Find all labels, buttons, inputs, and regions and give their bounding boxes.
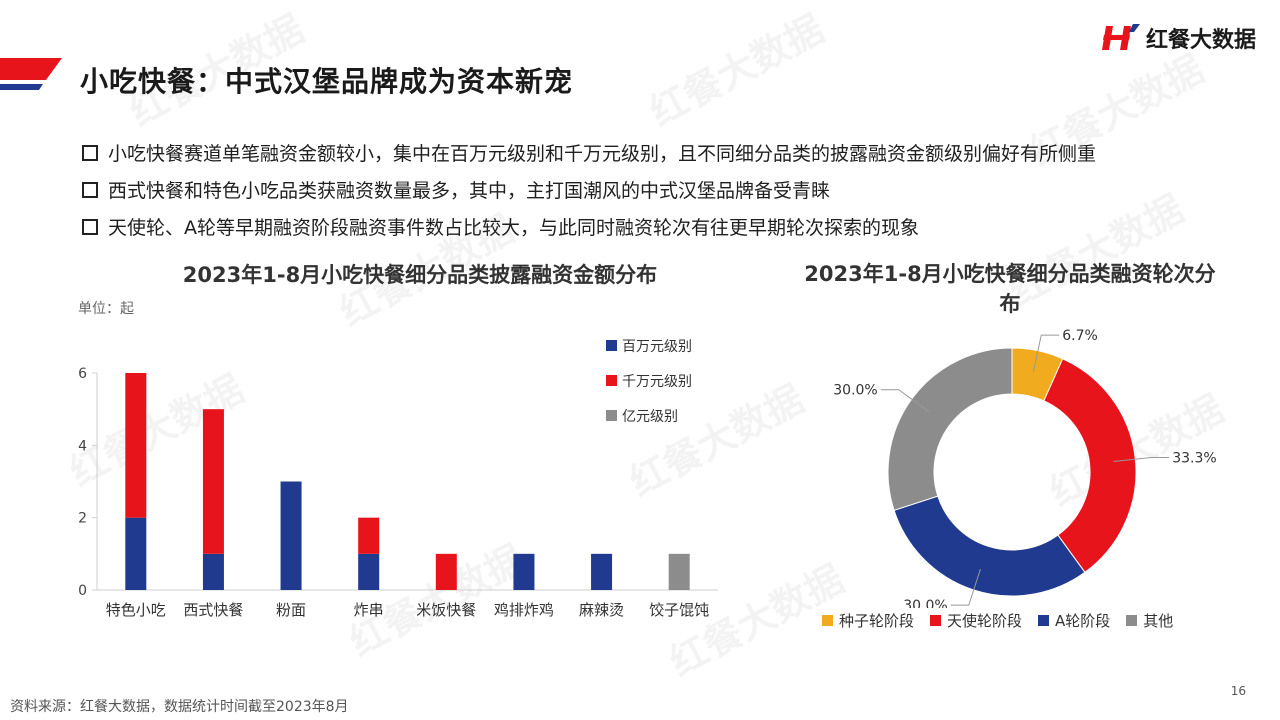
bar-segment [358,553,380,590]
bar-segment [668,553,690,590]
y-tick-label: 4 [78,438,87,454]
legend-swatch [822,615,833,626]
checkbox-square-icon [82,181,98,198]
bar-segment [125,517,147,590]
x-tick-label: 饺子馄饨 [649,601,709,619]
legend-item: 天使轮阶段 [930,610,1022,631]
legend-label: 天使轮阶段 [947,612,1023,630]
x-tick-label: 麻辣烫 [579,601,624,619]
header-accent-bars [0,58,62,90]
legend-label: 千万元级别 [622,374,692,390]
bar-segment [125,373,147,518]
bar-segment [280,481,302,590]
checkbox-square-icon [82,144,98,161]
pie-chart: 6.7% 33.3% 30.0% 30.0% [833,328,1216,608]
bar-segment [513,553,535,590]
pie-chart-title: 2023年1-8月小吃快餐细分品类融资轮次分布 [804,262,1216,316]
page-title: 小吃快餐：中式汉堡品牌成为资本新宠 [80,65,574,98]
y-tick-label: 6 [78,366,87,382]
legend-label: 其他 [1143,612,1174,630]
x-tick-label: 鸡排炸鸡 [494,601,554,619]
legend-label: A轮阶段 [1055,612,1111,630]
bullet-text: 小吃快餐赛道单笔融资金额较小，集中在百万元级别和千万元级别，且不同细分品类的披露… [108,143,1097,165]
leader-line [880,389,930,413]
legend-label: 百万元级别 [622,339,692,355]
pie-data-label: 33.3% [1172,451,1216,467]
legend-item: A轮阶段 [1038,610,1110,631]
y-tick-label: 0 [78,583,87,599]
legend-swatch [606,410,617,421]
pie-data-label: 30.0% [903,598,947,608]
bullet-item: 天使轮、A轮等早期融资阶段融资事件数占比较大，与此同时融资轮次有往更早期轮次探索… [82,208,1096,245]
legend-label: 亿元级别 [622,409,678,425]
pie-slice [893,495,1086,597]
legend-swatch [1038,615,1050,626]
x-tick-label: 西式快餐 [183,601,243,619]
legend-swatch [606,340,617,351]
brand-logo-icon [1101,24,1140,50]
checkbox-square-icon [82,218,98,235]
bullet-text: 天使轮、A轮等早期融资阶段融资事件数占比较大，与此同时融资轮次有往更早期轮次探索… [108,217,920,239]
bar-segment [202,553,224,590]
leader-line [1113,457,1170,462]
unit-label: 单位：起 [78,301,134,317]
legend-swatch [606,375,617,386]
x-tick-label: 炸串 [354,601,384,619]
x-tick-label: 特色小吃 [106,601,166,619]
x-tick-label: 粉面 [276,601,306,619]
pie-slice [1043,358,1137,574]
legend-item: 其他 [1126,610,1173,631]
leader-line [950,568,981,606]
brand: 红餐大数据 [1100,22,1256,54]
watermark: 红餐大数据 [638,0,832,136]
legend-label: 种子轮阶段 [839,612,915,630]
bullet-list: 小吃快餐赛道单笔融资金额较小，集中在百万元级别和千万元级别，且不同细分品类的披露… [82,134,1096,245]
bullet-item: 小吃快餐赛道单笔融资金额较小，集中在百万元级别和千万元级别，且不同细分品类的披露… [82,134,1096,171]
legend-swatch [930,615,942,626]
bullet-text: 西式快餐和特色小吃品类获融资数量最多，其中，主打国潮风的中式汉堡品牌备受青睐 [108,180,831,202]
x-tick-label: 米饭快餐 [416,601,476,619]
bar-chart: 0 2 4 6 特色小吃 西式快餐 粉面 炸串 米饭快餐 鸡排炸鸡 麻辣烫 饺子馄饨 百万元级别千万元级… [78,339,718,619]
brand-name: 红餐大数据 [1145,28,1256,53]
bullet-item: 西式快餐和特色小吃品类获融资数量最多，其中，主打国潮风的中式汉堡品牌备受青睐 [82,171,1096,208]
pie-data-label: 30.0% [833,383,877,399]
pie-data-label: 6.7% [1062,328,1098,344]
y-tick-label: 2 [78,511,87,527]
bar-chart-title: 2023年1-8月小吃快餐细分品类披露融资金额分布 [182,263,658,287]
pie-slice [887,347,1013,511]
legend-item: 种子轮阶段 [822,610,914,631]
legend-swatch [1126,615,1138,626]
page-number: 16 [1230,684,1246,698]
pie-legend: 种子轮阶段 天使轮阶段 A轮阶段 其他 [822,610,1173,631]
source-note: 资料来源：红餐大数据，数据统计时间截至2023年8月 [10,699,349,715]
bar-segment [591,553,613,590]
leader-line [1032,334,1060,373]
bar-segment [435,553,457,590]
bar-segment [358,517,380,554]
bar-segment [202,409,224,554]
